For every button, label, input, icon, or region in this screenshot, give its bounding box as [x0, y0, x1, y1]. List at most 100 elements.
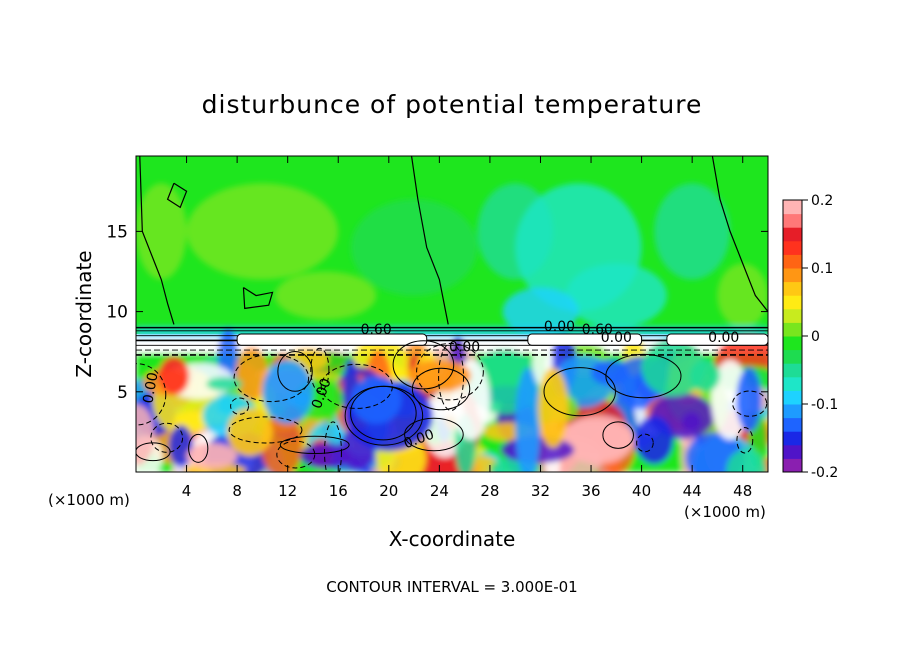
contour-label: 0.00 — [449, 340, 480, 356]
colorbar-swatch — [783, 227, 802, 242]
contour-lines — [136, 156, 768, 472]
plot-frame — [135, 155, 769, 473]
colorbar-ticks: 0.2 0.1 0 -0.1 -0.2 — [802, 193, 838, 481]
y-axis-label: Z-coordinate — [72, 250, 96, 377]
field-feature — [407, 359, 471, 392]
x-axis-unit: (×1000 m) — [684, 503, 766, 521]
contour-line — [150, 422, 184, 453]
x-tick-label: 12 — [278, 482, 297, 500]
contour-line — [324, 421, 342, 472]
contour-line — [711, 156, 768, 312]
x-tick-label: 24 — [430, 482, 449, 500]
contour-line — [392, 340, 455, 390]
colorbar-swatch — [783, 308, 802, 323]
contour-interval-note: CONTOUR INTERVAL = 3.000E-01 — [326, 578, 577, 596]
field-patch — [275, 271, 377, 320]
field-feature — [689, 359, 720, 392]
y-tick-label: 10 — [106, 303, 128, 323]
colorbar-swatch — [783, 268, 802, 283]
x-tick-label: 8 — [232, 482, 242, 500]
contour-label: 0.00 — [601, 330, 632, 346]
contour-line — [233, 353, 310, 403]
contour-line — [410, 156, 449, 325]
colorbar-swatch — [783, 254, 802, 269]
field-patch — [206, 377, 243, 391]
colorbar-swatch — [783, 431, 802, 446]
colorbar-swatch — [783, 458, 802, 473]
field-patch — [641, 339, 706, 397]
field-feature — [158, 356, 190, 396]
y-axis-unit: (×1000 m) — [48, 491, 130, 509]
contour-line — [411, 367, 471, 411]
contour-label: 0.00 — [708, 330, 739, 346]
x-tick-label: 28 — [480, 482, 499, 500]
field-patch — [136, 183, 187, 280]
contour-line — [636, 433, 654, 453]
x-tick-label: 32 — [531, 482, 550, 500]
contour-line — [136, 442, 171, 462]
chart-title: disturbunce of potential temperature — [202, 90, 703, 119]
colorbar-swatch — [783, 404, 802, 419]
x-tick-label: 36 — [581, 482, 600, 500]
contour-line — [139, 156, 175, 325]
x-tick-label: 48 — [733, 482, 752, 500]
colorbar-swatch — [783, 281, 802, 296]
x-axis-label: X-coordinate — [389, 527, 516, 551]
contour-slab — [666, 333, 768, 346]
colorbar-swatch — [783, 336, 802, 351]
colorbar-swatch — [783, 322, 802, 337]
x-tick-label: 16 — [329, 482, 348, 500]
contour-line — [166, 182, 188, 209]
field-patch — [350, 199, 478, 296]
contour-line — [350, 385, 417, 441]
colorbar-tick-label: 0 — [811, 329, 820, 345]
field-patch — [502, 287, 579, 336]
field-patch — [717, 263, 768, 328]
colorbar-tick-label: -0.1 — [811, 397, 838, 413]
y-tick-label: 15 — [106, 222, 128, 242]
field-feature — [227, 407, 273, 456]
x-tick-label: 4 — [182, 482, 192, 500]
contour-line — [277, 351, 313, 392]
contour-label: 0.00 — [544, 319, 575, 335]
x-tick-label: 40 — [632, 482, 651, 500]
contour-line — [230, 397, 250, 415]
contour-label: 0.60 — [582, 322, 613, 338]
colorbar-swatch — [783, 417, 802, 432]
field-feature — [635, 415, 674, 464]
contour-line — [276, 440, 316, 469]
y-tick-label: 5 — [117, 383, 128, 403]
field-patch — [654, 183, 731, 280]
contour-line — [602, 421, 634, 449]
y-axis-ticks: 5 10 15 — [106, 222, 768, 403]
contour-line — [605, 353, 682, 399]
colorbar-tick-label: 0.2 — [811, 193, 833, 209]
colorbar — [783, 200, 802, 473]
plot-area — [136, 156, 768, 472]
field-feature — [515, 367, 541, 472]
contour-line — [136, 363, 167, 426]
x-axis-ticks: 4 8 12 16 20 24 28 32 36 40 44 48 — [182, 156, 752, 500]
colorbar-swatch — [783, 200, 802, 215]
field-patch — [136, 404, 155, 466]
colorbar-swatch — [783, 444, 802, 459]
field-feature — [591, 359, 629, 386]
contour-line — [228, 416, 303, 444]
contour-line — [310, 347, 330, 393]
contour-label: 0.00 — [140, 371, 161, 404]
x-tick-label: 20 — [379, 482, 398, 500]
colorbar-swatch — [783, 213, 802, 228]
contour-line — [188, 433, 209, 463]
field-feature — [262, 359, 313, 424]
colorbar-swatch — [783, 295, 802, 310]
field-patch — [186, 183, 339, 280]
field-patch — [726, 449, 767, 472]
colorbar-swatch — [783, 363, 802, 378]
colorbar-tick-label: 0.1 — [811, 261, 833, 277]
field-feature — [736, 367, 762, 432]
contour-line — [242, 287, 274, 310]
contour-line — [736, 427, 754, 454]
field-patch — [565, 263, 667, 328]
contour-slab — [236, 333, 428, 346]
